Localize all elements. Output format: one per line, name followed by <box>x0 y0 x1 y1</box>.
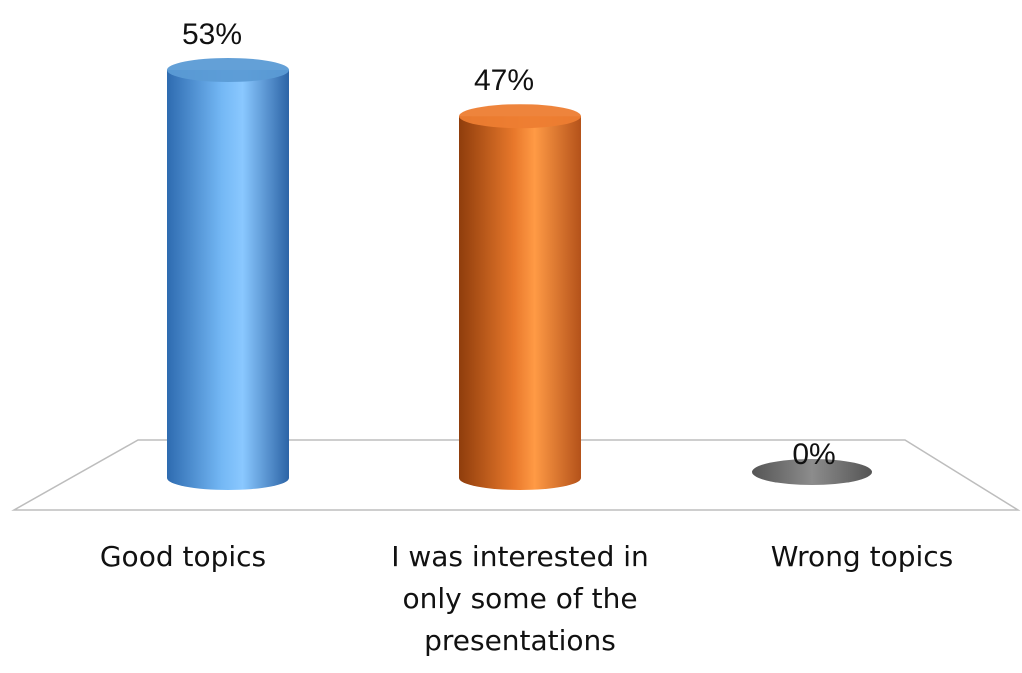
data-label-2: 0% <box>792 438 835 471</box>
data-label-0: 53% <box>182 18 242 51</box>
category-label-2: Wrong topics <box>770 540 954 573</box>
data-label-1: 47% <box>474 64 534 97</box>
bar-0 <box>167 70 289 490</box>
bar-0-top <box>167 58 289 82</box>
category-label-1: I was interested in only some of the pre… <box>391 540 649 657</box>
bar-1 <box>459 116 581 490</box>
bar-2 <box>752 459 872 485</box>
bar-1-top <box>459 104 581 129</box>
category-label-0: Good topics <box>99 540 267 573</box>
